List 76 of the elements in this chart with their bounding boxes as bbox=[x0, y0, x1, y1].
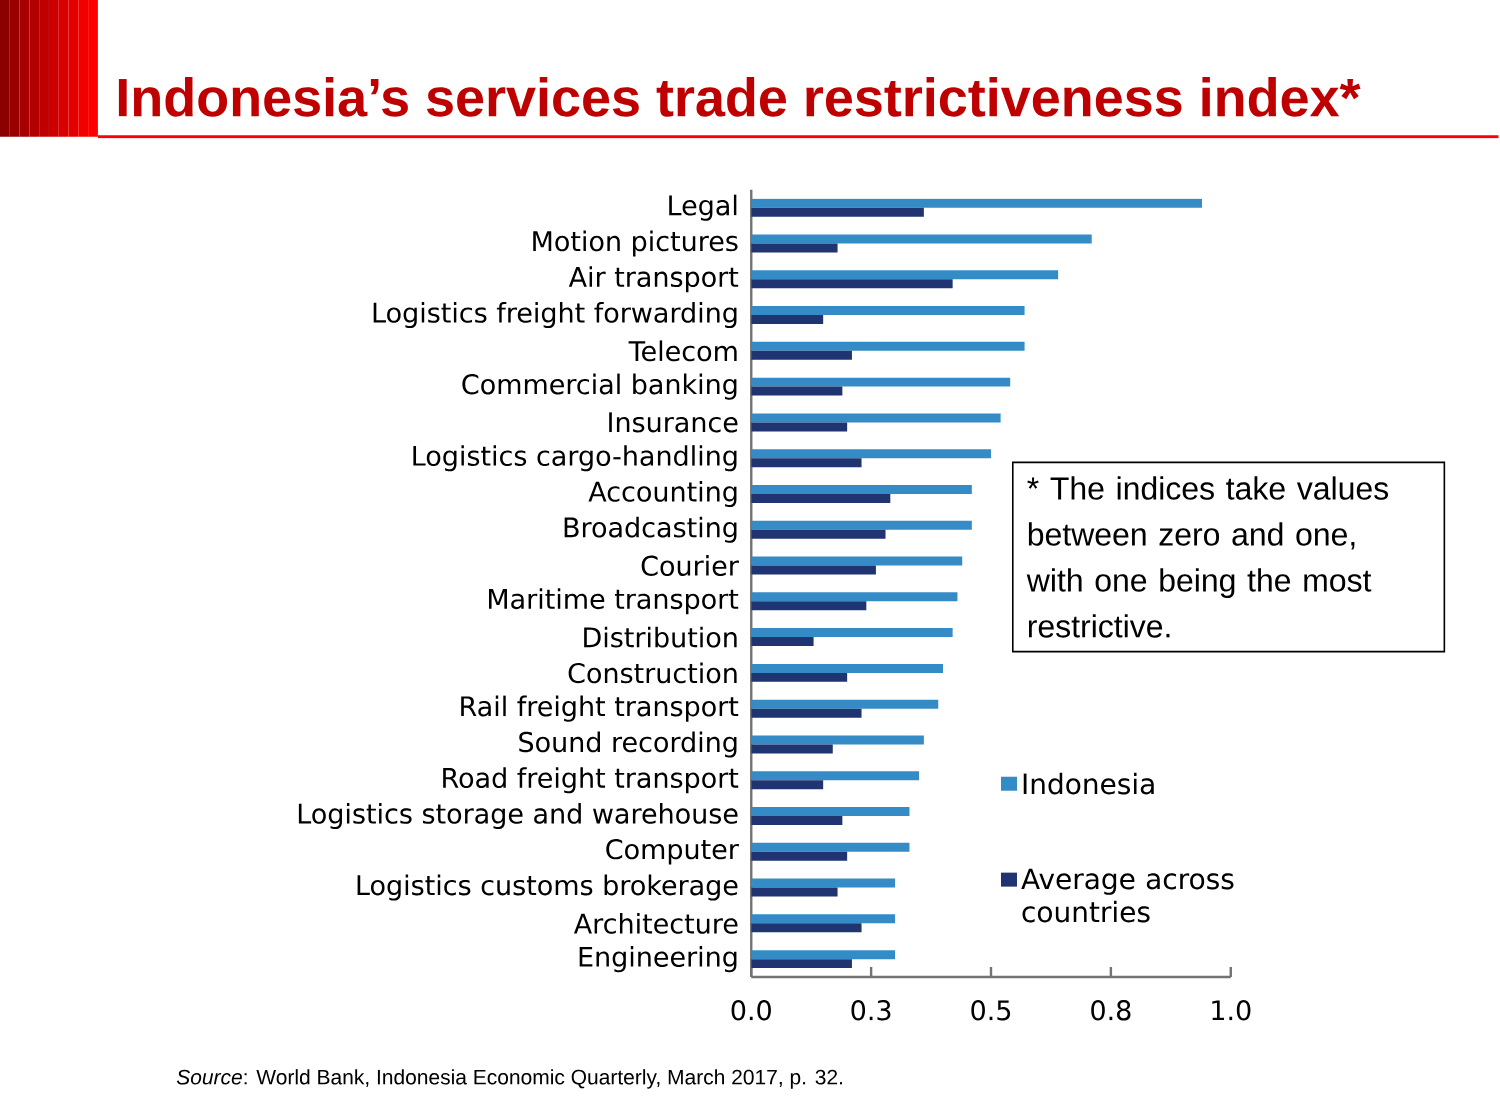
y-tick-label: Logistics cargo-handling bbox=[413, 445, 737, 472]
y-tick-label: Maritime transport bbox=[488, 588, 739, 615]
x-tick-label: 0.8 bbox=[1091, 1000, 1131, 1021]
bar bbox=[751, 198, 1202, 208]
bar bbox=[751, 377, 1011, 387]
bar bbox=[751, 341, 1025, 351]
text: Source: World Bank, Indonesia Economic Quarterly, March 2017, p. 32. bbox=[176, 1069, 843, 1089]
y-tick-label: Road freight transport bbox=[443, 767, 739, 794]
y-tick-label: Engineering bbox=[579, 946, 737, 973]
y-tick-label: Motion pictures bbox=[533, 230, 738, 257]
bar bbox=[751, 565, 876, 575]
x-tick-label: 1.0 bbox=[1212, 1000, 1251, 1021]
x-tick-label: 0.0 bbox=[731, 1000, 771, 1021]
bar bbox=[751, 672, 848, 682]
bar bbox=[751, 735, 924, 745]
bar bbox=[751, 485, 972, 495]
chart-title: Indonesia’s services trade restrictiveness index* bbox=[118, 77, 1361, 117]
legend-label: Indonesia bbox=[1023, 772, 1154, 795]
bar bbox=[751, 494, 891, 503]
bar bbox=[751, 306, 1025, 316]
y-tick-label: Air transport bbox=[568, 266, 739, 293]
y-tick-label: Commercial banking bbox=[462, 373, 737, 400]
bar bbox=[751, 699, 939, 709]
bar bbox=[751, 243, 838, 253]
bar bbox=[751, 413, 1001, 423]
bar bbox=[751, 270, 1059, 280]
bar bbox=[751, 601, 867, 611]
legend-label: Average across countries bbox=[1021, 868, 1234, 923]
bar bbox=[751, 592, 958, 602]
bar bbox=[751, 234, 1092, 244]
bar bbox=[751, 386, 843, 396]
y-tick-label: Logistics customs brokerage bbox=[357, 874, 738, 901]
y-tick-label: Legal bbox=[669, 194, 737, 221]
y-tick-label: Sound recording bbox=[519, 731, 737, 758]
y-tick-label: Accounting bbox=[588, 480, 737, 508]
bar bbox=[751, 771, 920, 781]
bar bbox=[751, 878, 896, 888]
bar bbox=[751, 422, 848, 432]
y-tick-label: Rail freight transport bbox=[461, 695, 739, 722]
bar bbox=[751, 663, 944, 673]
bar bbox=[751, 628, 953, 638]
bar bbox=[751, 520, 972, 530]
bar bbox=[751, 529, 886, 539]
y-tick-label: Logistics freight forwarding bbox=[373, 302, 737, 329]
y-tick-label: Broadcasting bbox=[564, 516, 737, 543]
annotation: * The indices take values between zero and one, with one being the most restrictive. bbox=[1026, 476, 1389, 638]
bar bbox=[751, 207, 924, 217]
bar bbox=[751, 851, 848, 861]
bar bbox=[751, 350, 852, 360]
y-tick-label: Courier bbox=[641, 555, 739, 577]
bar bbox=[751, 449, 991, 459]
bar bbox=[751, 923, 862, 933]
bar bbox=[751, 887, 838, 897]
bar bbox=[751, 708, 862, 718]
bar bbox=[751, 315, 824, 325]
bar bbox=[751, 556, 963, 566]
y-tick-label: Logistics storage and warehouse bbox=[298, 803, 738, 830]
bar bbox=[751, 807, 910, 817]
x-tick-label: 0.3 bbox=[851, 1000, 891, 1021]
y-tick-label: Architecture bbox=[573, 912, 738, 934]
bar bbox=[751, 816, 843, 826]
y-tick-label: Distribution bbox=[584, 626, 737, 648]
bar bbox=[751, 842, 910, 852]
bar bbox=[751, 458, 862, 468]
bar bbox=[751, 914, 896, 924]
bar bbox=[751, 959, 852, 969]
bar bbox=[751, 744, 833, 754]
y-tick-label: Computer bbox=[606, 839, 739, 865]
x-tick-label: 0.5 bbox=[971, 1000, 1011, 1021]
y-tick-label: Insurance bbox=[609, 412, 738, 433]
bar bbox=[751, 637, 814, 647]
bar bbox=[751, 279, 953, 289]
bar bbox=[751, 950, 896, 960]
bar bbox=[751, 780, 824, 790]
y-tick-label: Telecom bbox=[628, 340, 737, 362]
y-tick-label: Construction bbox=[568, 662, 737, 684]
